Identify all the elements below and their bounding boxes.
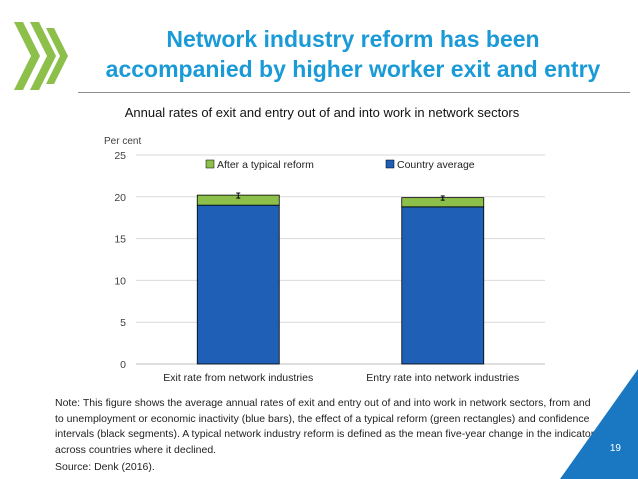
chart-title: Annual rates of exit and entry out of an… [125, 105, 520, 120]
y-tick-label: 15 [114, 234, 126, 246]
logo-stripe [46, 28, 68, 84]
figure-source: Source: Denk (2016). [55, 461, 155, 473]
y-tick-label: 0 [120, 359, 126, 371]
x-tick-label: Entry rate into network industries [366, 372, 519, 384]
corner-triangle [560, 369, 638, 479]
y-tick-label: 25 [114, 150, 126, 162]
corner-decoration [560, 369, 638, 479]
logo-stripe [14, 22, 40, 90]
x-tick-label: Exit rate from network industries [163, 372, 313, 384]
slide-title-line-2: accompanied by higher worker exit and en… [105, 56, 601, 82]
title-divider [78, 92, 630, 93]
y-axis-label: Per cent [104, 136, 141, 147]
oecd-logo [14, 22, 68, 90]
legend-label: After a typical reform [217, 159, 314, 171]
y-tick-label: 5 [120, 317, 126, 329]
bar-country-average [401, 206, 485, 365]
y-tick-label: 10 [114, 275, 126, 287]
slide-title: Network industry reform has been accompa… [78, 24, 628, 84]
logo-stripe [30, 22, 56, 90]
legend-label: Country average [397, 159, 475, 171]
bar-country-average [196, 204, 280, 365]
legend-swatch [205, 159, 215, 169]
bar-chart: Annual rates of exit and entry out of an… [104, 105, 545, 384]
figure-note: Note: This figure shows the average annu… [55, 397, 595, 456]
page-number: 19 [609, 443, 621, 454]
y-tick-label: 20 [114, 192, 126, 204]
slide-title-line-1: Network industry reform has been [166, 26, 540, 52]
legend-swatch [385, 159, 395, 169]
